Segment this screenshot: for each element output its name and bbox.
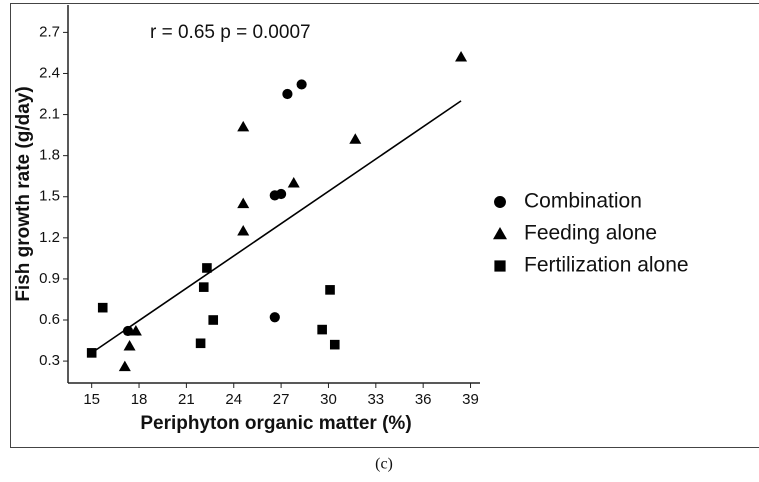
point [237, 198, 249, 209]
point [87, 348, 97, 358]
y-tick-label: 0.9 [39, 270, 60, 287]
x-tick-label: 15 [83, 391, 100, 408]
legend-marker [493, 227, 507, 239]
point [297, 79, 307, 89]
point [98, 303, 108, 313]
point [119, 361, 131, 372]
y-tick-label: 1.8 [39, 147, 60, 164]
y-tick-label: 0.6 [39, 311, 60, 328]
x-tick-label: 21 [178, 391, 195, 408]
y-tick-label: 1.5 [39, 188, 60, 205]
legend-label: Combination [524, 190, 642, 213]
y-tick-label: 0.3 [39, 352, 60, 369]
x-tick-label: 18 [131, 391, 148, 408]
x-tick-label: 30 [320, 391, 337, 408]
point [276, 189, 286, 199]
point [124, 340, 136, 351]
point [330, 340, 340, 350]
legend-marker [494, 196, 506, 208]
point [288, 177, 300, 188]
annotation: r = 0.65 p = 0.0007 [150, 22, 311, 43]
y-axis-title: Fish growth rate (g/day) [13, 86, 34, 301]
point [325, 285, 335, 295]
x-tick-label: 39 [462, 391, 479, 408]
point [196, 338, 206, 348]
point [199, 282, 209, 292]
y-tick-label: 1.2 [39, 229, 60, 246]
point [317, 325, 327, 335]
legend-label: Fertilization alone [524, 254, 689, 277]
y-tick-label: 2.4 [39, 64, 60, 81]
legend-label: Feeding alone [524, 222, 657, 245]
point [202, 263, 212, 273]
point [349, 133, 361, 144]
x-axis-title: Periphyton organic matter (%) [140, 413, 411, 434]
point [270, 312, 280, 322]
legend-marker [494, 260, 505, 271]
x-tick-label: 36 [415, 391, 432, 408]
point [455, 51, 467, 62]
y-tick-label: 2.7 [39, 23, 60, 40]
x-tick-label: 33 [367, 391, 384, 408]
point [208, 315, 218, 325]
point [282, 89, 292, 99]
x-tick-label: 24 [225, 391, 242, 408]
caption: (c) [375, 456, 393, 473]
x-tick-label: 27 [273, 391, 290, 408]
point [237, 121, 249, 132]
point [237, 225, 249, 236]
y-tick-label: 2.1 [39, 106, 60, 123]
